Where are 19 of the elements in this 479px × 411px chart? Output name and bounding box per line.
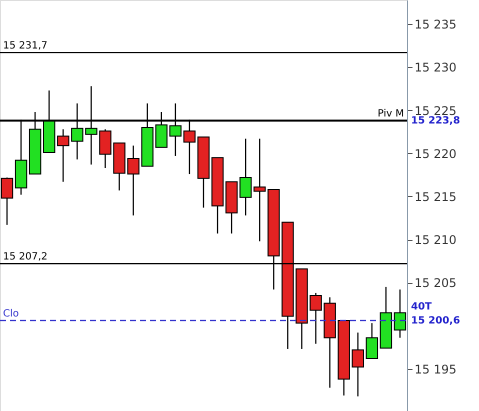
ref-line-label: Clo bbox=[3, 308, 19, 320]
candlestick bbox=[366, 322, 378, 360]
ref-line-label: 15 231,7 bbox=[3, 40, 48, 52]
y-tick-label: 15 235 bbox=[414, 18, 456, 32]
y-tick-label: 15 195 bbox=[414, 362, 456, 376]
candlestick bbox=[239, 138, 252, 216]
y-tick-label: 15 210 bbox=[414, 233, 456, 248]
text: 15 200,6 bbox=[411, 316, 460, 327]
ref-line-label: 15 207,2 bbox=[3, 252, 48, 263]
text: 15 223,8 bbox=[411, 116, 460, 127]
text: 40T bbox=[411, 302, 432, 313]
candlestick bbox=[352, 332, 364, 397]
y-tick-label: 15 230 bbox=[414, 60, 456, 75]
y-tick-label: 15 205 bbox=[414, 276, 456, 290]
ref-line-label: Piv M bbox=[378, 108, 404, 120]
y-tick-label: 15 220 bbox=[414, 146, 456, 161]
y-tick-label: 15 215 bbox=[414, 190, 456, 204]
candlestick bbox=[0, 176, 14, 226]
candlestick bbox=[394, 288, 406, 338]
